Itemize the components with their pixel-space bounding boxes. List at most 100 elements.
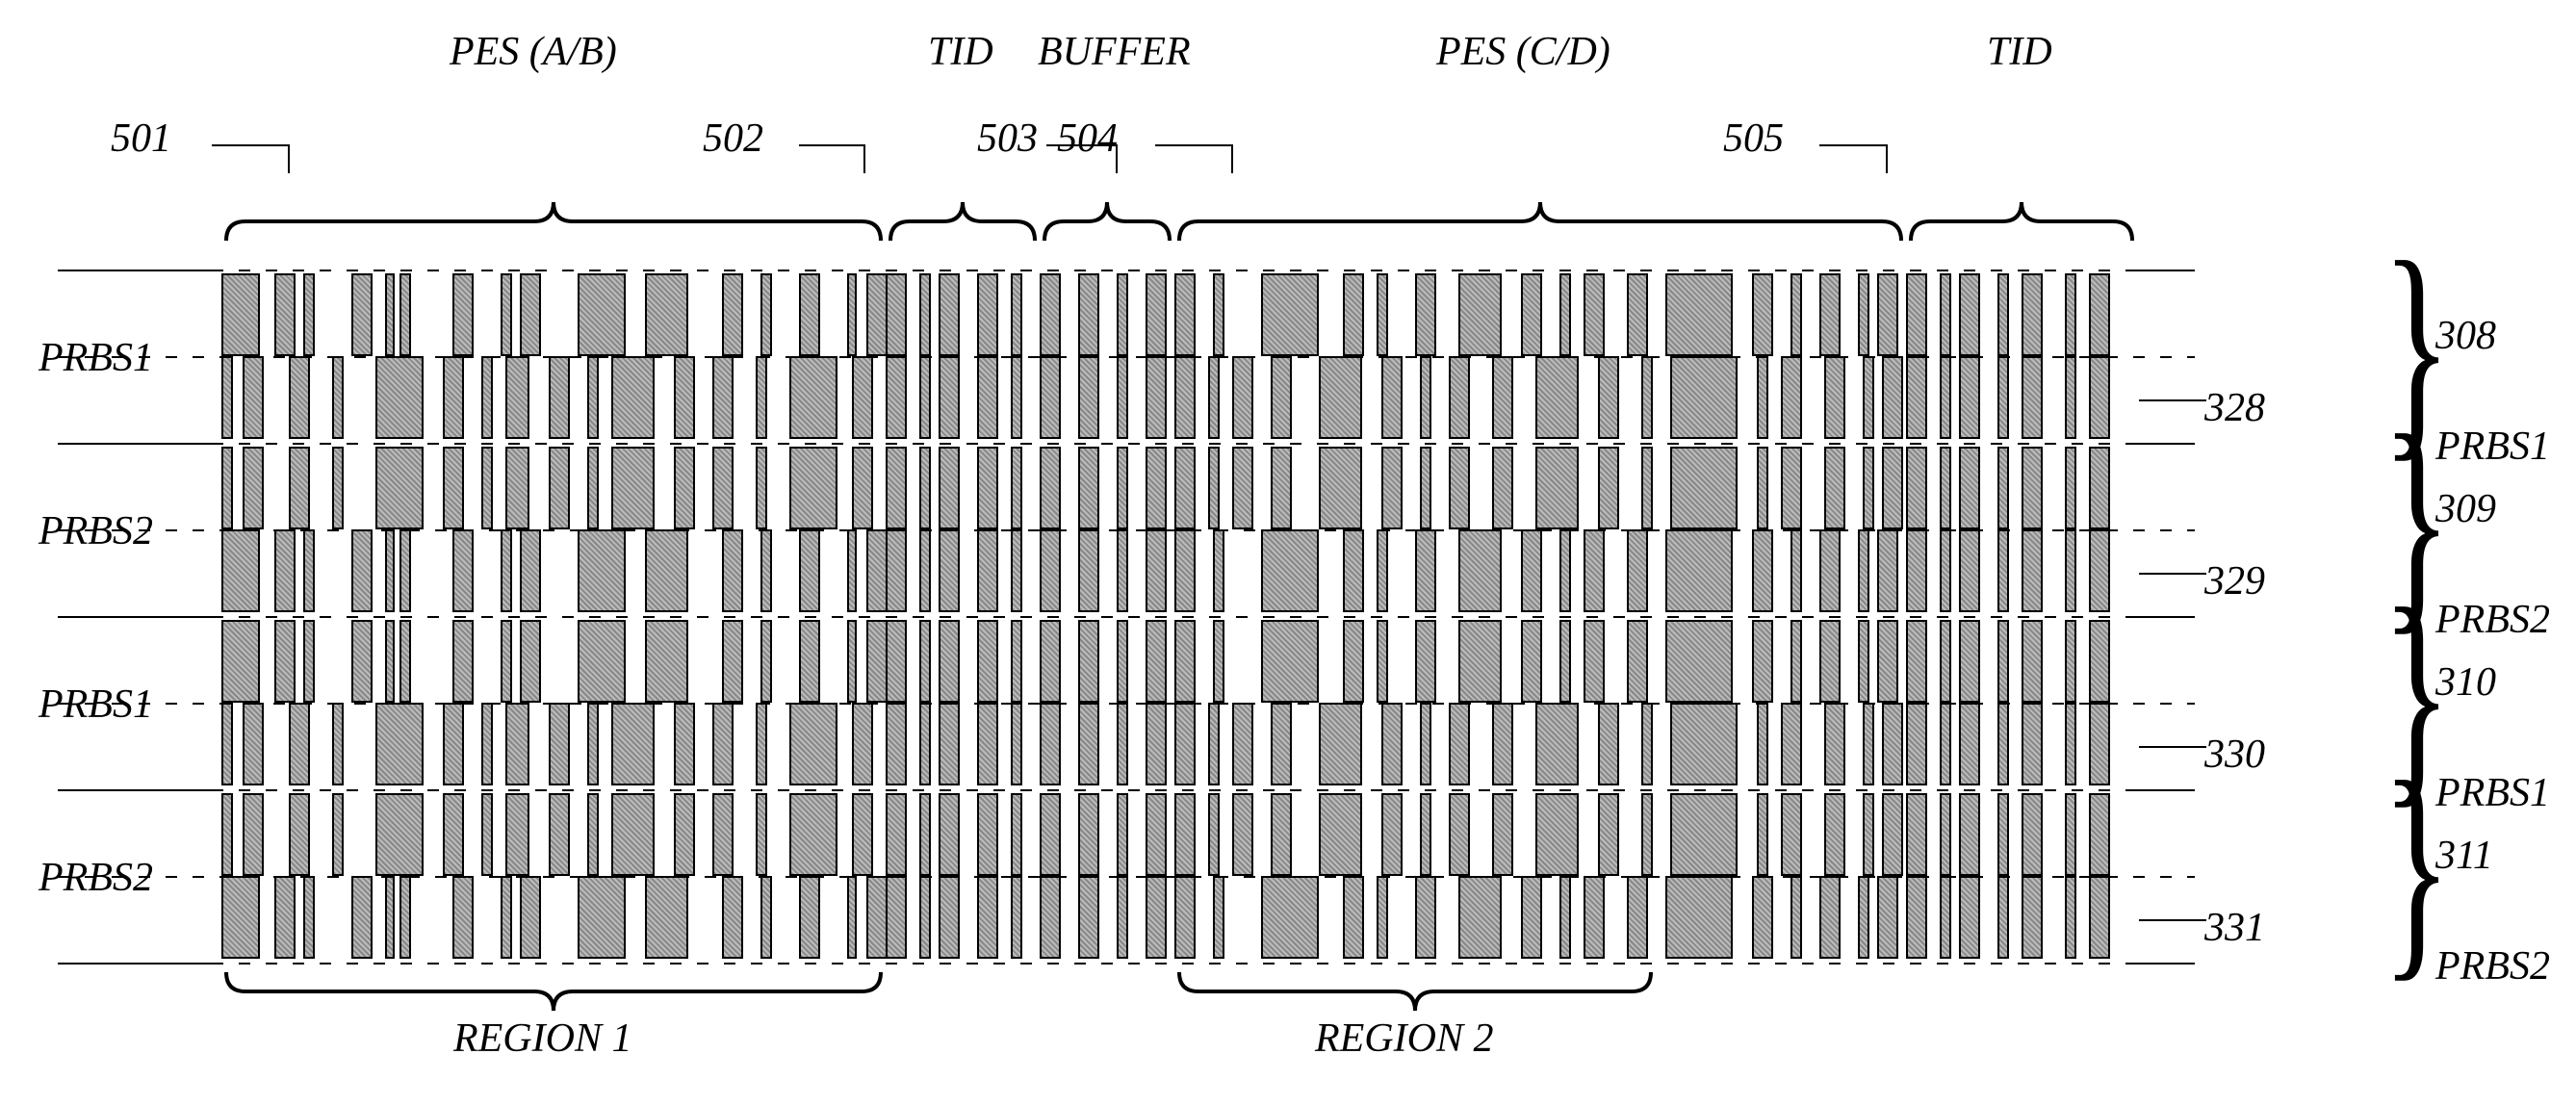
pattern-bar: [505, 793, 529, 876]
pattern-bar: [443, 356, 464, 439]
pattern-bar: [481, 356, 493, 439]
pattern-bar: [886, 273, 907, 356]
pattern-bar: [399, 273, 411, 356]
leader-line: [2139, 399, 2206, 401]
pattern-bar: [2022, 529, 2043, 612]
region-1-label: REGION 1: [453, 1016, 631, 1062]
pattern-bar: [866, 876, 888, 959]
pattern-bar: [674, 703, 695, 785]
pattern-bar: [1381, 356, 1403, 439]
pattern-bar: [1174, 620, 1196, 703]
pattern-bar: [2089, 356, 2110, 439]
pattern-bar: [756, 703, 767, 785]
guide-line: [212, 616, 2137, 618]
pattern-bar: [919, 447, 931, 529]
pattern-bar: [1959, 876, 1980, 959]
pattern-bar: [1117, 356, 1128, 439]
pattern-bar: [1271, 356, 1292, 439]
pattern-bar: [919, 793, 931, 876]
pattern-bar: [1174, 793, 1196, 876]
pattern-bar: [1641, 703, 1653, 785]
pattern-bar: [1381, 793, 1403, 876]
pattern-bar: [852, 447, 873, 529]
pattern-bar: [1906, 793, 1927, 876]
pattern-bar: [2089, 620, 2110, 703]
pattern-bar: [1117, 273, 1128, 356]
pattern-bar: [1261, 273, 1319, 356]
pattern-bar: [939, 529, 960, 612]
pattern-bar: [1377, 273, 1388, 356]
pattern-bar: [852, 703, 873, 785]
brace: [221, 193, 886, 250]
pattern-bar: [1381, 703, 1403, 785]
pattern-bar: [2065, 703, 2076, 785]
pattern-bar: [578, 529, 626, 612]
pattern-bar: [1213, 529, 1224, 612]
pattern-bar: [2089, 703, 2110, 785]
pattern-bar: [712, 703, 734, 785]
leader-line: [1155, 144, 1232, 146]
pes-cd-label: PES (C/D): [1436, 29, 1610, 75]
pattern-bar: [1997, 793, 2009, 876]
pattern-bar: [221, 793, 233, 876]
pattern-bar: [1877, 620, 1898, 703]
pattern-bar: [1819, 876, 1841, 959]
pattern-bar: [939, 793, 960, 876]
pattern-bar: [1559, 620, 1571, 703]
pattern-bar: [1420, 793, 1431, 876]
pattern-bar: [1174, 529, 1196, 612]
pattern-bar: [274, 620, 296, 703]
num-308: 308: [2435, 313, 2496, 359]
callout-502: 502: [703, 116, 763, 162]
pattern-bar: [332, 356, 344, 439]
pattern-bar: [886, 447, 907, 529]
pattern-bar: [1781, 356, 1802, 439]
pattern-bar: [1959, 793, 1980, 876]
pattern-bar: [2022, 793, 2043, 876]
buffer-label: BUFFER: [1038, 29, 1191, 75]
pattern-bar: [452, 529, 474, 612]
pattern-bar: [1959, 529, 1980, 612]
pattern-bar: [505, 356, 529, 439]
pattern-bar: [1863, 356, 1874, 439]
pattern-bar: [587, 793, 599, 876]
pattern-bar: [243, 793, 264, 876]
pattern-bar: [501, 529, 512, 612]
pattern-bar: [243, 447, 264, 529]
pattern-bar: [886, 529, 907, 612]
pattern-bar: [1343, 273, 1364, 356]
pattern-bar: [919, 529, 931, 612]
pattern-bar: [1641, 447, 1653, 529]
pattern-bar: [1940, 447, 1951, 529]
pattern-bar: [2022, 447, 2043, 529]
pattern-bar: [274, 529, 296, 612]
pattern-bar: [274, 273, 296, 356]
pattern-bar: [1627, 876, 1648, 959]
pattern-bar: [1940, 620, 1951, 703]
pattern-bar: [243, 703, 264, 785]
pattern-bar: [289, 703, 310, 785]
pattern-bar: [520, 876, 541, 959]
pattern-bar: [1858, 529, 1869, 612]
pattern-bar: [1449, 447, 1470, 529]
pattern-bar: [919, 273, 931, 356]
pattern-bar: [1670, 356, 1738, 439]
pattern-bar: [452, 876, 474, 959]
pattern-bar: [1261, 529, 1319, 612]
pattern-bar: [1752, 529, 1773, 612]
pattern-bar: [760, 876, 772, 959]
pattern-bar: [1521, 876, 1542, 959]
pattern-bar: [1232, 447, 1253, 529]
leader-line: [288, 144, 290, 173]
pattern-bar: [1882, 356, 1903, 439]
pattern-bar: [303, 529, 315, 612]
pattern-bar: [1415, 529, 1436, 612]
pattern-bar: [1584, 273, 1605, 356]
pattern-bar: [1997, 703, 2009, 785]
pattern-bar: [1997, 356, 2009, 439]
pattern-bar: [1781, 703, 1802, 785]
pattern-bar: [886, 620, 907, 703]
pattern-bar: [1940, 273, 1951, 356]
id-330: 330: [2204, 732, 2265, 778]
pattern-bar: [1670, 703, 1738, 785]
